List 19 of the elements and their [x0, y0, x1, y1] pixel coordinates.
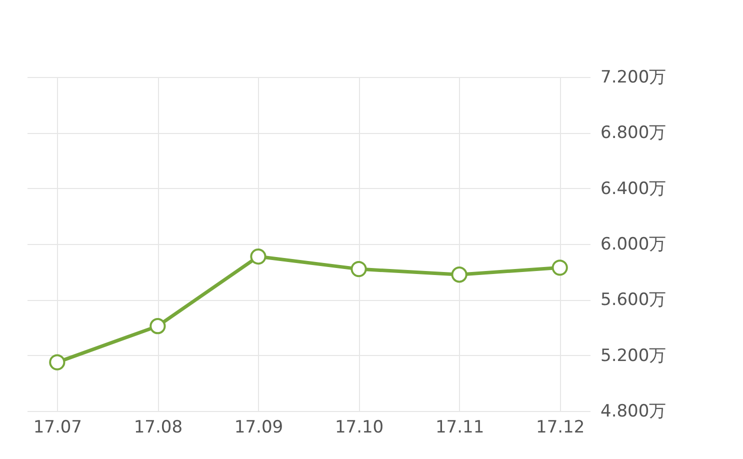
- point: [250, 248, 266, 265]
- x-tick-label: 17.10: [334, 418, 384, 438]
- y-tick-label: 7.200万: [600, 68, 666, 88]
- y-tick-label: 5.600万: [600, 290, 666, 310]
- point: [150, 318, 166, 334]
- x-tick-label: 17.09: [234, 418, 284, 438]
- point: [350, 260, 367, 278]
- x-tick-label: 17.08: [134, 418, 183, 438]
- y-tick-label: 5.200万: [600, 346, 666, 366]
- y-tick-label: 6.000万: [600, 234, 666, 254]
- y-tick-label: 6.800万: [600, 123, 666, 144]
- point: [49, 354, 66, 370]
- x-tick-label: 17.07: [33, 418, 82, 438]
- y-tick-label: 6.400万: [600, 178, 666, 199]
- y-tick-label: 4.800万: [600, 402, 666, 422]
- x-tick-label: 17.12: [536, 418, 585, 438]
- point: [552, 260, 568, 276]
- x-tick-label: 17.11: [435, 418, 484, 438]
- point: [451, 266, 468, 283]
